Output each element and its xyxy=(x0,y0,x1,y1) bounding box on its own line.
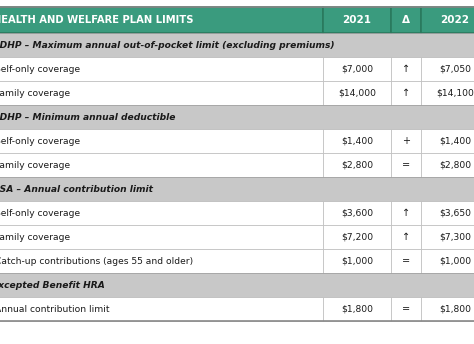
Text: Family coverage: Family coverage xyxy=(0,161,70,170)
Text: 2021: 2021 xyxy=(343,15,372,25)
Text: Family coverage: Family coverage xyxy=(0,233,70,241)
Bar xyxy=(0,225,323,249)
Bar xyxy=(421,129,474,153)
Text: 2022: 2022 xyxy=(440,15,470,25)
Bar xyxy=(0,7,323,33)
Bar xyxy=(0,177,474,201)
Bar xyxy=(0,249,323,273)
Bar xyxy=(391,297,421,321)
Bar xyxy=(421,201,474,225)
Text: Excepted Benefit HRA: Excepted Benefit HRA xyxy=(0,280,105,290)
Text: $1,800: $1,800 xyxy=(439,304,471,313)
Bar xyxy=(0,57,323,81)
Text: HEALTH AND WELFARE PLAN LIMITS: HEALTH AND WELFARE PLAN LIMITS xyxy=(0,15,193,25)
Text: $1,400: $1,400 xyxy=(341,137,373,146)
Bar xyxy=(391,81,421,105)
Bar xyxy=(323,297,391,321)
Text: $1,800: $1,800 xyxy=(341,304,373,313)
Bar xyxy=(421,57,474,81)
Text: =: = xyxy=(402,256,410,266)
Text: Δ: Δ xyxy=(402,15,410,25)
Text: HSA – Annual contribution limit: HSA – Annual contribution limit xyxy=(0,184,153,193)
Bar xyxy=(0,297,323,321)
Text: HDHP – Maximum annual out-of-pocket limit (excluding premiums): HDHP – Maximum annual out-of-pocket limi… xyxy=(0,41,335,50)
Text: $1,000: $1,000 xyxy=(341,257,373,266)
Bar xyxy=(421,225,474,249)
Text: ↑: ↑ xyxy=(402,64,410,74)
Bar xyxy=(323,153,391,177)
Text: Annual contribution limit: Annual contribution limit xyxy=(0,304,109,313)
Text: =: = xyxy=(402,304,410,314)
Bar xyxy=(391,225,421,249)
Text: $2,800: $2,800 xyxy=(439,161,471,170)
Bar xyxy=(391,249,421,273)
Bar xyxy=(323,249,391,273)
Text: Catch-up contributions (ages 55 and older): Catch-up contributions (ages 55 and olde… xyxy=(0,257,193,266)
Text: $14,000: $14,000 xyxy=(338,88,376,97)
Text: +: + xyxy=(402,136,410,146)
Text: ↑: ↑ xyxy=(402,88,410,98)
Text: Self-only coverage: Self-only coverage xyxy=(0,137,80,146)
Bar xyxy=(323,201,391,225)
Bar xyxy=(323,7,391,33)
Bar xyxy=(391,129,421,153)
Text: $7,300: $7,300 xyxy=(439,233,471,241)
Text: $14,100: $14,100 xyxy=(436,88,474,97)
Text: $7,200: $7,200 xyxy=(341,233,373,241)
Bar xyxy=(391,7,421,33)
Bar xyxy=(323,81,391,105)
Text: $2,800: $2,800 xyxy=(341,161,373,170)
Bar xyxy=(391,153,421,177)
Bar xyxy=(391,57,421,81)
Bar xyxy=(0,33,474,57)
Text: Self-only coverage: Self-only coverage xyxy=(0,65,80,74)
Bar xyxy=(0,273,474,297)
Text: $1,000: $1,000 xyxy=(439,257,471,266)
Text: $1,400: $1,400 xyxy=(439,137,471,146)
Text: $3,650: $3,650 xyxy=(439,208,471,217)
Bar xyxy=(421,7,474,33)
Bar xyxy=(0,201,323,225)
Bar xyxy=(323,57,391,81)
Bar xyxy=(421,297,474,321)
Text: Self-only coverage: Self-only coverage xyxy=(0,208,80,217)
Bar xyxy=(421,249,474,273)
Bar xyxy=(323,129,391,153)
Bar xyxy=(0,105,474,129)
Text: Family coverage: Family coverage xyxy=(0,88,70,97)
Text: ↑: ↑ xyxy=(402,208,410,218)
Text: ↑: ↑ xyxy=(402,232,410,242)
Bar xyxy=(421,153,474,177)
Bar xyxy=(391,201,421,225)
Bar xyxy=(323,225,391,249)
Bar xyxy=(0,129,323,153)
Text: $7,000: $7,000 xyxy=(341,65,373,74)
Text: $3,600: $3,600 xyxy=(341,208,373,217)
Text: =: = xyxy=(402,160,410,170)
Text: HDHP – Minimum annual deductible: HDHP – Minimum annual deductible xyxy=(0,112,175,121)
Bar xyxy=(0,153,323,177)
Bar xyxy=(421,81,474,105)
Bar xyxy=(0,81,323,105)
Text: $7,050: $7,050 xyxy=(439,65,471,74)
